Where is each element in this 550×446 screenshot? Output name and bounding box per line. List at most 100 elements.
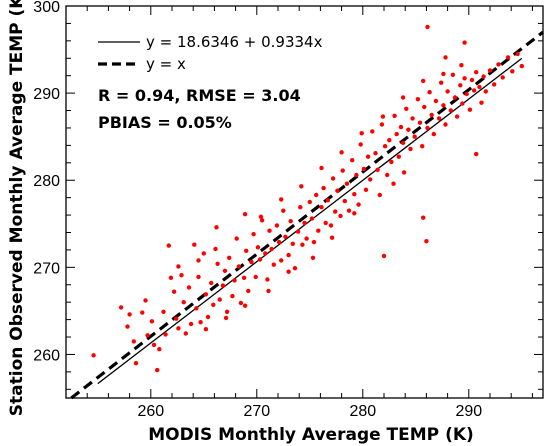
data-point — [448, 108, 453, 113]
data-point — [373, 151, 378, 156]
data-point — [133, 361, 139, 366]
y-axis-title: Station Observed Monthly Average TEMP (K… — [7, 0, 27, 416]
data-point — [188, 321, 194, 327]
data-point — [242, 303, 248, 308]
y-tick-label: 260 — [33, 347, 60, 364]
data-point — [316, 228, 321, 233]
data-point — [421, 78, 426, 84]
data-point — [474, 151, 479, 157]
data-point — [492, 82, 497, 87]
data-point — [286, 269, 291, 274]
data-point — [300, 242, 305, 247]
data-point — [251, 232, 256, 237]
data-point — [224, 309, 230, 314]
data-point — [410, 116, 415, 121]
data-point — [290, 241, 295, 246]
data-point — [321, 185, 326, 191]
data-point — [519, 63, 524, 69]
data-point — [462, 76, 467, 81]
data-point — [443, 122, 448, 127]
data-point — [249, 259, 254, 265]
data-point — [375, 167, 380, 172]
data-point — [253, 274, 258, 280]
x-axis-title: MODIS Monthly Average TEMP (K) — [148, 425, 474, 445]
data-point — [179, 273, 184, 278]
data-point — [176, 264, 181, 269]
data-point — [339, 150, 344, 155]
data-point — [429, 112, 434, 118]
data-point — [346, 208, 352, 213]
data-point — [168, 275, 174, 280]
data-point — [171, 289, 177, 294]
data-point — [381, 253, 387, 259]
data-point — [368, 177, 373, 182]
data-point — [487, 68, 493, 73]
data-point — [217, 297, 222, 302]
data-point — [201, 251, 206, 256]
data-point — [319, 205, 324, 210]
data-point — [441, 103, 446, 108]
stats-r-rmse: R = 0.94, RMSE = 3.04 — [98, 86, 301, 105]
data-point — [295, 229, 301, 234]
data-point — [483, 89, 488, 94]
data-point — [242, 212, 248, 217]
data-point — [149, 319, 155, 324]
data-point — [263, 251, 268, 256]
data-point — [406, 127, 411, 132]
data-point — [408, 146, 413, 152]
data-point — [304, 236, 309, 241]
data-point — [323, 220, 328, 226]
data-point — [361, 166, 367, 172]
fit-line-layer — [97, 57, 523, 385]
data-point — [203, 327, 209, 332]
data-point — [401, 170, 407, 175]
data-point — [246, 288, 251, 294]
data-point — [194, 306, 199, 311]
data-point — [335, 188, 340, 193]
data-point — [392, 113, 397, 119]
data-point — [269, 246, 274, 252]
data-point — [241, 275, 247, 280]
data-point — [302, 220, 307, 226]
identity-line-layer — [70, 30, 544, 400]
data-point — [452, 95, 458, 100]
data-point — [236, 264, 241, 269]
data-point — [131, 339, 136, 344]
data-point — [471, 88, 477, 93]
data-point — [459, 62, 464, 68]
y-tick-label: 270 — [33, 260, 60, 277]
data-point — [330, 176, 336, 181]
fit-line — [97, 57, 523, 385]
data-point — [307, 199, 312, 205]
data-point — [505, 55, 511, 60]
data-point — [271, 262, 276, 267]
data-point — [394, 131, 399, 137]
data-point — [464, 91, 469, 97]
data-point — [417, 120, 423, 125]
data-point — [333, 209, 338, 214]
data-point — [510, 69, 515, 74]
x-tick-label: 260 — [137, 403, 164, 420]
data-point — [443, 55, 448, 60]
data-point — [157, 347, 162, 352]
data-point — [477, 84, 482, 90]
data-point — [398, 124, 404, 130]
data-point — [309, 216, 315, 221]
data-point — [283, 234, 288, 239]
data-point — [127, 312, 132, 317]
data-point — [380, 114, 386, 119]
data-point — [238, 300, 244, 306]
data-point — [458, 83, 463, 88]
data-point — [298, 205, 303, 210]
data-point — [244, 248, 249, 253]
data-point — [377, 192, 382, 198]
data-point — [232, 278, 237, 283]
data-point — [314, 192, 319, 198]
data-point — [223, 315, 229, 321]
data-point — [281, 208, 286, 213]
data-point — [365, 154, 371, 159]
data-point — [222, 268, 228, 273]
data-point — [422, 104, 427, 110]
data-point — [227, 255, 232, 260]
data-point — [255, 245, 261, 250]
